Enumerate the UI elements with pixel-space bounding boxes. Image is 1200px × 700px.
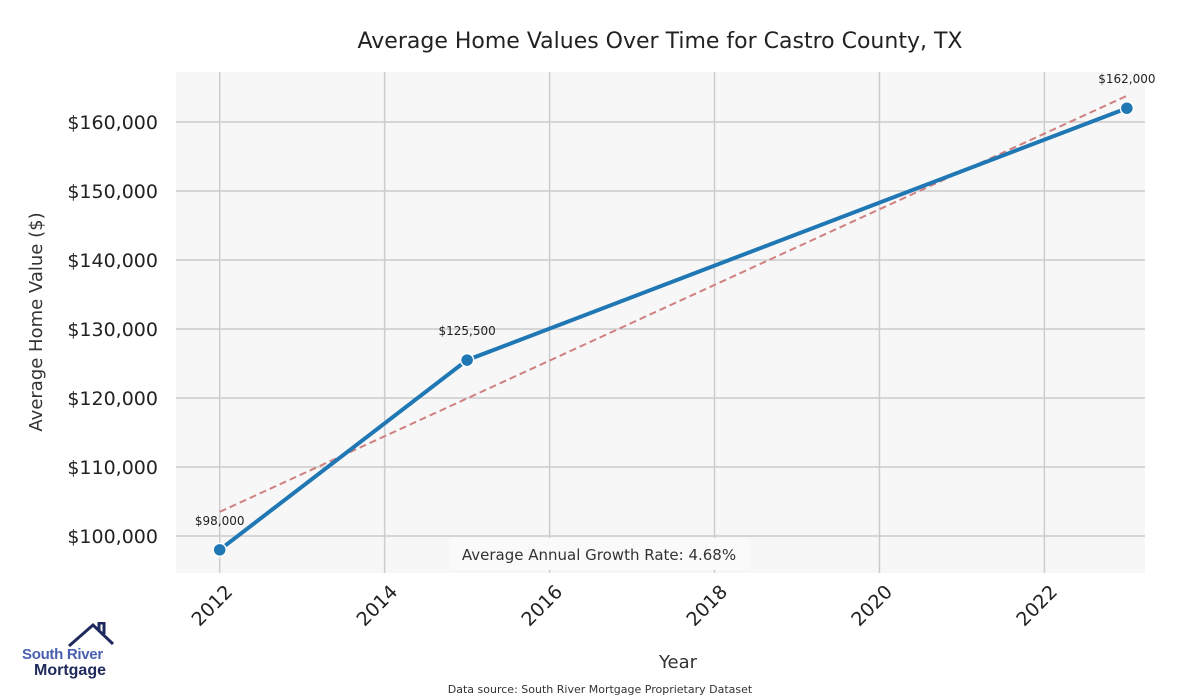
- data-source: Data source: South River Mortgage Propri…: [448, 683, 753, 696]
- y-tick-label: $110,000: [67, 457, 158, 479]
- y-tick-label: $140,000: [67, 250, 158, 272]
- y-tick-label: $100,000: [67, 526, 158, 548]
- data-point: [1119, 100, 1135, 116]
- data-label: $125,500: [438, 324, 495, 338]
- x-tick-label: 2014: [352, 581, 402, 631]
- chart-title: Average Home Values Over Time for Castro…: [358, 29, 963, 54]
- x-axis-label: Year: [658, 652, 698, 673]
- x-tick-label: 2016: [517, 581, 567, 631]
- annotation-box: [449, 538, 750, 570]
- data-point: [212, 542, 227, 558]
- y-tick-label: $120,000: [67, 388, 158, 410]
- y-tick-label: $150,000: [67, 181, 158, 203]
- data-label: $162,000: [1098, 72, 1155, 86]
- y-axis-label: Average Home Value ($): [26, 212, 47, 431]
- data-point: [459, 352, 475, 368]
- x-tick-label: 2018: [682, 581, 732, 631]
- y-tick-label: $160,000: [67, 112, 158, 134]
- data-label: $98,000: [195, 514, 245, 528]
- logo-line1: South River: [22, 646, 103, 663]
- x-tick-label: 2012: [187, 581, 237, 631]
- house-roof-icon: [68, 622, 115, 648]
- growth-annotation: Average Annual Growth Rate: 4.68%: [462, 546, 736, 564]
- south-river-mortgage-logo: South River Mortgage: [22, 622, 117, 682]
- x-tick-label: 2020: [847, 581, 897, 631]
- y-tick-label: $130,000: [67, 319, 158, 341]
- plot-area: [176, 72, 1145, 573]
- x-tick-label: 2022: [1012, 581, 1062, 631]
- logo-line2: Mortgage: [34, 662, 106, 679]
